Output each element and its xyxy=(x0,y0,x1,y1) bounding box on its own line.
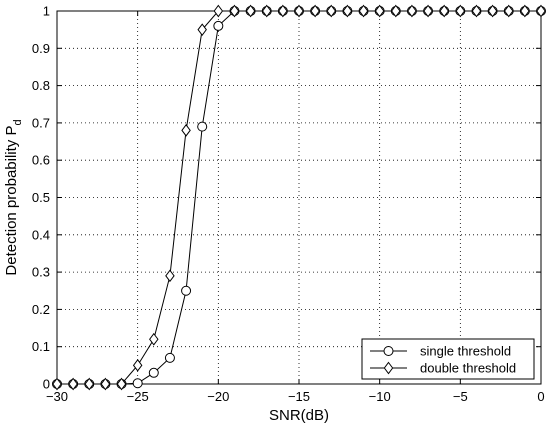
data-point-diamond xyxy=(213,4,224,18)
x-tick-label: −10 xyxy=(369,389,391,404)
data-point-diamond xyxy=(391,4,401,18)
data-point-diamond xyxy=(342,4,353,18)
y-tick-label: 0.6 xyxy=(32,153,50,168)
y-tick-label: 0.4 xyxy=(32,227,50,242)
data-point-circle xyxy=(148,367,159,378)
legend-entries: single threshold double threshold xyxy=(370,344,516,376)
data-point-diamond xyxy=(358,4,369,18)
x-tick-labels: −30 −25 −20 −15 −10 −5 0 xyxy=(46,389,545,404)
data-point-diamond xyxy=(278,4,288,18)
series-layer xyxy=(52,4,546,391)
data-point-diamond xyxy=(132,359,143,372)
data-point-diamond xyxy=(261,4,272,18)
data-point-diamond xyxy=(423,4,433,18)
y-tick-label: 0 xyxy=(43,377,50,392)
data-point-diamond xyxy=(503,4,514,18)
data-point-diamond xyxy=(149,332,159,346)
data-point-diamond xyxy=(326,4,337,18)
data-point-diamond xyxy=(520,4,530,18)
y-tick-label: 0.3 xyxy=(32,265,50,280)
data-point-diamond xyxy=(84,377,95,391)
y-tick-label: 0.2 xyxy=(32,302,50,317)
data-point-diamond xyxy=(310,4,320,18)
y-tick-label: 0.5 xyxy=(32,190,50,205)
legend-marker-circle xyxy=(383,346,394,356)
data-point-diamond xyxy=(439,4,449,18)
legend-entry: single threshold xyxy=(370,344,511,359)
y-tick-label: 0.9 xyxy=(32,41,50,56)
data-point-diamond xyxy=(407,4,417,18)
data-point-diamond xyxy=(181,124,191,137)
data-point-diamond xyxy=(52,377,62,391)
data-point-circle xyxy=(132,378,143,389)
data-point-diamond xyxy=(471,4,482,18)
legend-label: double threshold xyxy=(420,361,516,376)
y-axis-label-main: Detection probability P xyxy=(3,126,20,276)
legend-box xyxy=(361,338,535,380)
x-tick-label: −15 xyxy=(288,389,310,404)
y-tick-label: 0.1 xyxy=(32,339,50,354)
data-point-diamond xyxy=(165,269,175,283)
legend: single threshold double threshold xyxy=(361,338,535,380)
x-tick-label: 0 xyxy=(537,389,544,404)
data-point-diamond xyxy=(100,377,111,391)
y-axis-label: Detection probability Pd xyxy=(3,119,24,275)
data-point-diamond xyxy=(116,377,127,391)
data-point-diamond xyxy=(455,4,466,18)
y-tick-label: 0.8 xyxy=(32,78,50,93)
y-tick-label: 0.7 xyxy=(32,115,50,130)
data-point-diamond xyxy=(197,23,207,36)
data-point-diamond xyxy=(245,4,256,18)
data-point-diamond xyxy=(68,377,78,391)
legend-marker-diamond xyxy=(383,361,394,375)
legend-label: single threshold xyxy=(420,344,511,359)
series-diamond xyxy=(52,4,546,391)
data-point-circle xyxy=(181,285,192,296)
x-axis-label: SNR(dB) xyxy=(269,407,329,424)
y-tick-label: 1 xyxy=(43,4,50,19)
grid xyxy=(57,11,541,384)
data-point-circle xyxy=(197,121,208,132)
data-point-diamond xyxy=(536,4,546,18)
x-tick-label: −25 xyxy=(127,389,149,404)
data-point-circle xyxy=(164,352,175,363)
legend-entry: double threshold xyxy=(370,361,516,376)
y-axis-label-subscript: d xyxy=(12,119,24,125)
data-point-diamond xyxy=(294,4,304,18)
x-tick-label: −20 xyxy=(207,389,229,404)
x-tick-label: −30 xyxy=(46,389,68,404)
data-point-diamond xyxy=(229,4,240,18)
data-point-circle xyxy=(213,20,224,31)
data-point-diamond xyxy=(374,4,385,18)
y-tick-labels: 0 0.1 0.2 0.3 0.4 0.5 0.6 0.7 0.8 0.9 1 xyxy=(32,4,50,392)
data-point-diamond xyxy=(487,4,498,18)
x-tick-label: −5 xyxy=(453,389,468,404)
